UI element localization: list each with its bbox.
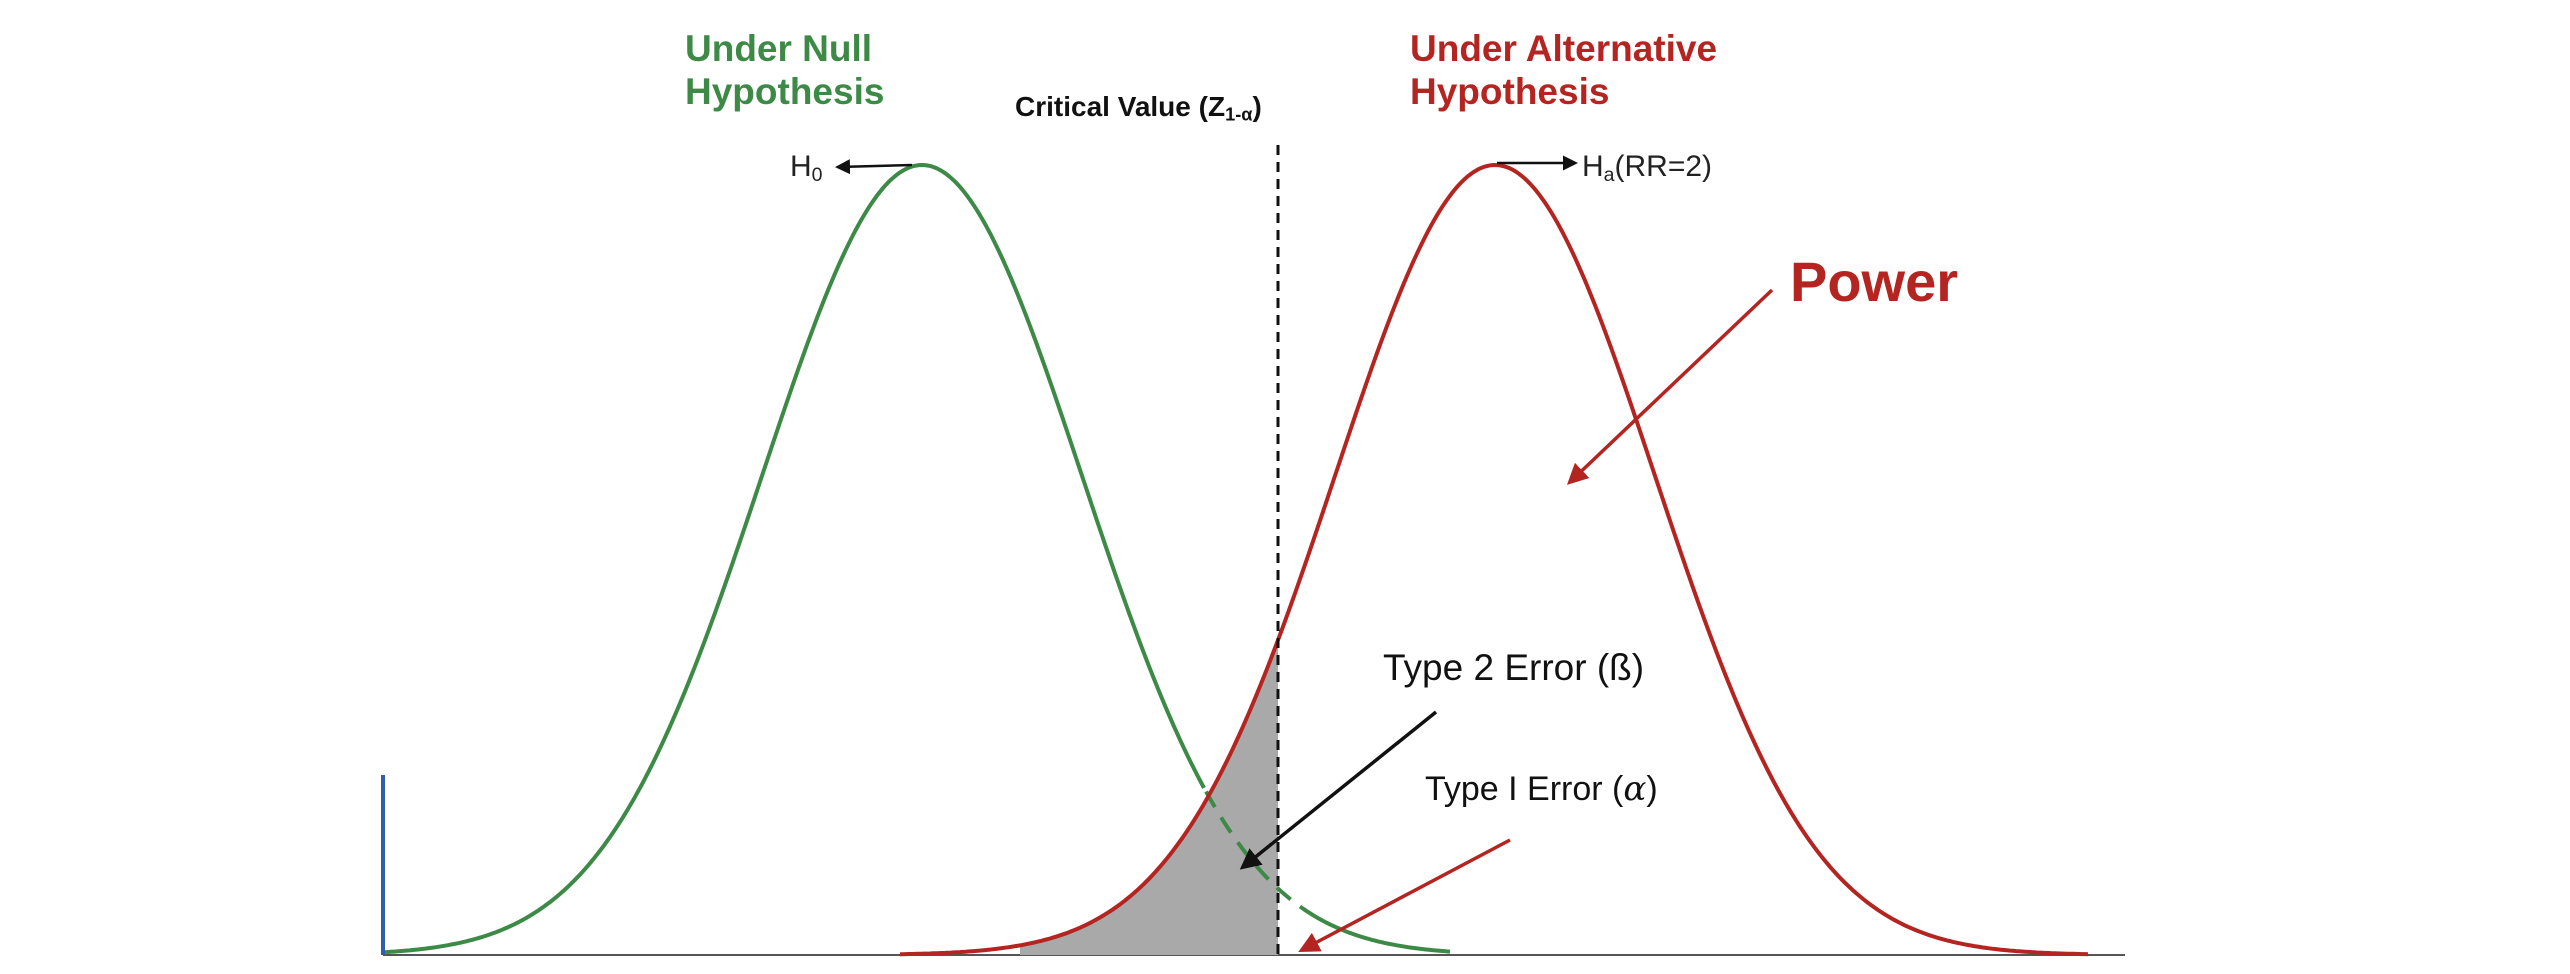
type-2-error-area [1020, 640, 1278, 955]
alternative-hypothesis-title: Under Alternative Hypothesis [1410, 28, 1717, 113]
null-hypothesis-title: Under Null Hypothesis [685, 28, 884, 113]
ha-label: Ha(RR=2) [1582, 150, 1712, 186]
type-2-error-label: Type 2 Error (ß) [1383, 647, 1645, 688]
power-label: Power [1790, 250, 1959, 313]
h0-pointer-arrow [835, 159, 913, 175]
type-2-error-arrow [1239, 710, 1438, 870]
type-1-error-arrow [1298, 838, 1511, 952]
type-1-error-text: Type I Error ( [1425, 770, 1624, 808]
critical-value-close: ) [1252, 91, 1262, 122]
null-curve-dashed-tail [1204, 790, 1301, 908]
null-title-line2: Hypothesis [685, 70, 885, 112]
ha-suffix: (RR=2) [1614, 150, 1713, 183]
alternative-hypothesis-curve [900, 162, 2089, 957]
null-title-line1: Under Null [685, 28, 873, 69]
critical-value-text: Critical Value (Z [1015, 91, 1226, 122]
type-1-error-label: Type I Error (α) [1425, 769, 1658, 809]
ha-text: H [1582, 150, 1604, 183]
h0-subscript: 0 [811, 163, 823, 186]
null-curve-right-tail [1298, 904, 1451, 954]
power-arrow [1566, 288, 1774, 485]
alt-title-line2: Hypothesis [1410, 70, 1610, 112]
null-hypothesis-curve [384, 162, 1206, 955]
alpha-symbol: α [1623, 769, 1647, 809]
type-1-error-close: ) [1646, 770, 1658, 808]
critical-value-label: Critical Value (Z1-α) [1015, 91, 1262, 125]
h0-text: H [790, 150, 812, 183]
h0-label: H0 [790, 150, 823, 186]
alt-title-line1: Under Alternative [1410, 28, 1718, 69]
critical-value-subscript: 1-α [1225, 104, 1253, 125]
ha-subscript: a [1603, 163, 1615, 186]
